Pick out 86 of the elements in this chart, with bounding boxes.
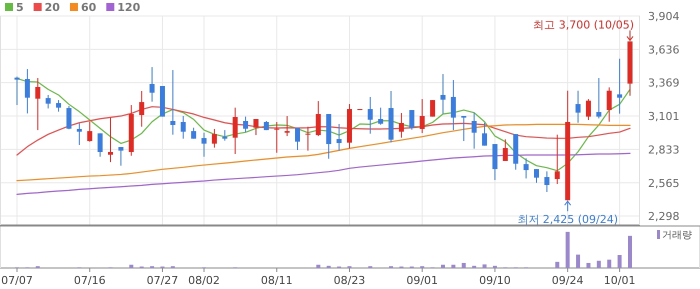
candlestick (596, 78, 602, 119)
candlestick (170, 70, 176, 136)
candlestick (430, 100, 436, 118)
bar (451, 264, 456, 268)
candlestick (482, 122, 488, 146)
candlestick (46, 94, 51, 109)
x-tick-label: 10/01 (604, 274, 636, 287)
candlestick (202, 132, 207, 158)
candlestick (576, 90, 581, 124)
candlestick (295, 127, 300, 151)
candlestick (586, 98, 591, 120)
x-tick-label: 07/16 (74, 274, 106, 287)
candlestick (544, 170, 550, 192)
candlestick (180, 116, 186, 140)
candlestick (534, 168, 539, 184)
candlestick (222, 130, 228, 142)
candlestick (606, 86, 612, 122)
annotation: 최고 3,700 (10/05) (533, 18, 634, 32)
candlestick (14, 76, 20, 106)
bar (576, 254, 580, 268)
candlestick (35, 78, 40, 131)
candlestick (524, 158, 529, 179)
y-tick-label: 2,298 (648, 210, 680, 224)
candlestick (472, 112, 477, 150)
candlestick (150, 66, 155, 102)
candlestick (440, 74, 446, 114)
candlestick (378, 107, 384, 126)
legend-label: 60 (80, 1, 97, 14)
candlestick (409, 110, 414, 130)
candlestick (87, 121, 92, 142)
y-tick-label: 3,101 (648, 110, 680, 124)
bar (555, 262, 560, 268)
candlestick (56, 100, 62, 112)
candlestick (66, 106, 72, 130)
candlestick (316, 100, 321, 137)
candlestick (336, 123, 342, 152)
x-tick-label: 08/23 (334, 274, 366, 287)
x-tick-label: 09/10 (479, 274, 511, 287)
candlestick (368, 96, 373, 134)
candlestick (212, 128, 217, 148)
bar (618, 254, 622, 268)
y-tick-label: 3,369 (648, 76, 680, 90)
candlestick (274, 121, 280, 154)
x-tick-label: 09/24 (552, 274, 584, 287)
y-tick-label: 3,904 (648, 10, 680, 23)
candlestick (253, 118, 258, 136)
x-tick-label: 07/07 (1, 274, 33, 287)
legend-label: 20 (44, 1, 60, 14)
candlestick (108, 117, 114, 163)
candlestick (98, 132, 103, 158)
x-tick-label: 08/11 (260, 274, 293, 287)
bar (628, 236, 632, 268)
candlestick (76, 122, 82, 146)
x-tick-label: 09/01 (406, 274, 438, 287)
candlestick (461, 116, 466, 142)
bar (316, 264, 320, 268)
candlestick (24, 68, 30, 114)
candlestick (450, 80, 456, 131)
candlestick (420, 98, 425, 134)
candlestick (554, 134, 560, 185)
candlestick (284, 116, 290, 137)
candlestick (232, 107, 238, 155)
annotation: 최저 2,425 (09/24) (517, 213, 618, 226)
candlestick (139, 90, 144, 128)
candlestick (617, 58, 622, 114)
candlestick (243, 116, 248, 133)
bar (129, 264, 134, 268)
candlestick (398, 112, 404, 138)
y-tick-label: 2,565 (648, 176, 680, 190)
candlestick (502, 138, 508, 162)
y-tick-label: 3,636 (648, 43, 680, 56)
legend-label: 120 (117, 1, 141, 14)
bar (596, 260, 601, 268)
x-tick-label: 07/27 (146, 274, 178, 287)
bar (586, 262, 590, 268)
bar (566, 232, 570, 268)
candlestick (118, 146, 124, 166)
bar (462, 262, 466, 268)
bar (440, 264, 445, 268)
legend-label: 거래량 (662, 230, 692, 241)
candlestick (305, 126, 310, 152)
bar (607, 260, 612, 268)
x-tick-label: 08/02 (188, 274, 220, 287)
y-tick-label: 2,833 (648, 143, 680, 156)
legend-label: 5 (16, 1, 24, 14)
bar (482, 264, 487, 268)
